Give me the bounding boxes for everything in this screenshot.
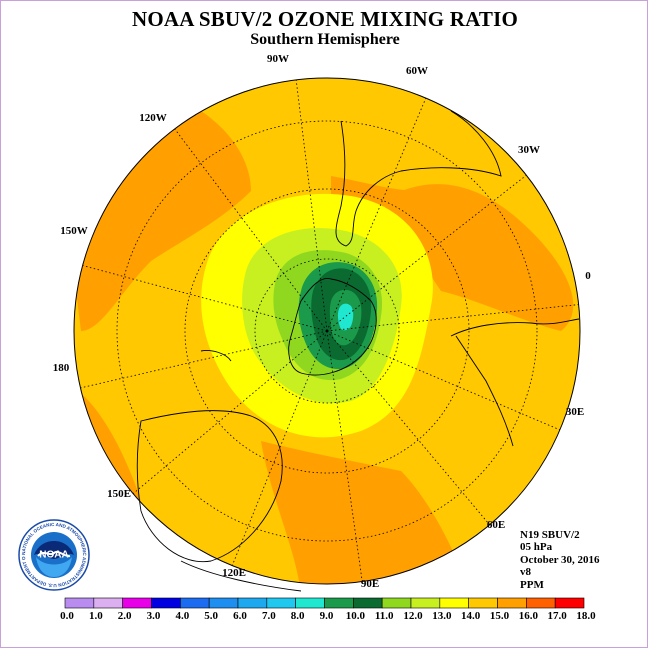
colorbar-cell bbox=[64, 597, 95, 609]
longitude-label: 0 bbox=[585, 270, 591, 282]
colorbar-label: 4.0 bbox=[175, 610, 189, 622]
colorbar-cell bbox=[410, 597, 441, 609]
longitude-labels: 90W 60W 30W 0 30E 60E 90E 120E 150E 180 150W 120W bbox=[53, 53, 592, 590]
colorbar-cell bbox=[353, 597, 383, 609]
longitude-label: 30W bbox=[518, 144, 540, 156]
pressure-level-label: 05 hPa bbox=[520, 541, 553, 554]
new-zealand-coast bbox=[200, 350, 232, 362]
longitude-label: 150E bbox=[107, 488, 131, 500]
australia-coast bbox=[136, 410, 283, 563]
colorbar-label: 0.0 bbox=[60, 610, 74, 622]
colorbar-cell bbox=[122, 597, 152, 609]
colorbar-label: 2.0 bbox=[118, 610, 132, 622]
colorbar-cell bbox=[266, 597, 296, 609]
colorbar-cell bbox=[324, 597, 354, 609]
colorbar-label: 9.0 bbox=[320, 610, 334, 622]
africa-coast bbox=[450, 318, 580, 447]
colorbar-cell bbox=[526, 597, 556, 609]
colorbar-cell bbox=[381, 597, 412, 609]
map-subtitle: Southern Hemisphere bbox=[250, 31, 400, 48]
ozone-field bbox=[74, 78, 580, 584]
longitude-label: 60W bbox=[406, 65, 428, 77]
units-label: PPM bbox=[520, 578, 544, 591]
info-block: N19 SBUV/2 05 hPa October 30, 2016 v8 PP… bbox=[520, 529, 600, 591]
colorbar-cell bbox=[439, 597, 469, 609]
colorbar-label: 16.0 bbox=[519, 610, 539, 622]
longitude-label: 180 bbox=[53, 362, 70, 374]
coastlines bbox=[136, 110, 580, 592]
south-america-coast bbox=[335, 110, 502, 247]
colorbar-cell bbox=[93, 597, 123, 609]
logo-text: NOAA bbox=[39, 550, 68, 561]
map-title: NOAA SBUV/2 OZONE MIXING RATIO bbox=[132, 7, 518, 31]
graticule bbox=[116, 120, 538, 542]
asia-coast bbox=[180, 560, 302, 592]
colorbar-cell bbox=[295, 597, 325, 609]
colorbar-label: 14.0 bbox=[461, 610, 481, 622]
field-level-8 bbox=[337, 303, 354, 331]
longitude-label: 120E bbox=[222, 567, 246, 579]
version-label: v8 bbox=[520, 566, 531, 579]
colorbar-cell bbox=[208, 597, 239, 609]
colorbar-label: 3.0 bbox=[147, 610, 161, 622]
longitude-label: 150W bbox=[60, 225, 88, 237]
colorbar-label: 17.0 bbox=[548, 610, 568, 622]
colorbar-label: 1.0 bbox=[89, 610, 103, 622]
colorbar-label: 7.0 bbox=[262, 610, 276, 622]
noaa-logo: NATIONAL OCEANIC AND ATMOSPHERIC ADMINIS… bbox=[18, 519, 90, 591]
date-label: October 30, 2016 bbox=[520, 553, 600, 566]
map-boundary bbox=[73, 77, 581, 585]
colorbar-cell bbox=[468, 597, 498, 609]
colorbar-cell bbox=[237, 597, 268, 609]
colorbar-cell bbox=[497, 597, 527, 609]
longitude-label: 90E bbox=[361, 578, 379, 590]
colorbar-label: 5.0 bbox=[204, 610, 218, 622]
colorbar-label: 10.0 bbox=[346, 610, 366, 622]
antarctica-coast bbox=[288, 278, 377, 376]
longitude-label: 60E bbox=[487, 519, 505, 531]
longitude-label: 30E bbox=[566, 406, 584, 418]
colorbar-cell bbox=[554, 597, 585, 609]
colorbar-cell bbox=[151, 597, 181, 609]
colorbar-label: 13.0 bbox=[432, 610, 452, 622]
longitude-label: 120W bbox=[139, 112, 167, 124]
longitude-label: 90W bbox=[267, 53, 289, 65]
colorbar-label: 18.0 bbox=[576, 610, 596, 622]
colorbar-cell bbox=[180, 597, 210, 609]
colorbar-label: 11.0 bbox=[375, 610, 394, 622]
satellite-label: N19 SBUV/2 bbox=[520, 529, 580, 541]
colorbar-label: 15.0 bbox=[490, 610, 510, 622]
colorbar-label: 8.0 bbox=[291, 610, 305, 622]
colorbar-label: 12.0 bbox=[403, 610, 423, 622]
colorbar-label: 6.0 bbox=[233, 610, 247, 622]
